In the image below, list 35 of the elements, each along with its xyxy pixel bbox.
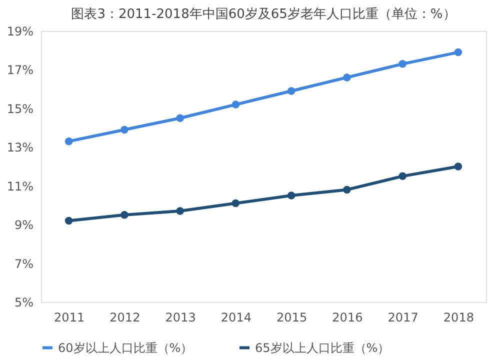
point	[454, 48, 462, 56]
y-tick-label: 17%	[6, 63, 34, 78]
y-tick-label: 7%	[14, 256, 34, 271]
x-tick-label: 2016	[332, 310, 363, 324]
point	[176, 114, 184, 122]
point	[287, 87, 296, 95]
point	[454, 162, 462, 170]
point	[343, 74, 351, 82]
point	[287, 192, 296, 200]
point	[64, 137, 73, 146]
point	[398, 172, 406, 180]
x-tick-label: 2013	[165, 310, 196, 324]
point	[398, 60, 406, 68]
x-tick-label: 2011	[54, 310, 85, 324]
point	[232, 199, 240, 208]
y-tick-label: 13%	[6, 140, 34, 155]
point	[343, 186, 351, 194]
x-tick-label: 2018	[443, 310, 474, 324]
x-tick-label: 2012	[110, 310, 140, 324]
x-tick-label: 2014	[220, 310, 252, 324]
point	[232, 100, 240, 108]
point	[64, 216, 73, 225]
y-tick-label: 9%	[14, 218, 34, 232]
point	[176, 207, 184, 215]
x-tick-label: 2017	[388, 310, 418, 324]
y-tick-label: 19%	[6, 24, 34, 38]
legend-label: 60岁以上人口比重（%）	[58, 340, 193, 355]
chart-title: 图表3：2011-2018年中国60岁及65岁老年人口比重（单位：%）	[71, 7, 456, 22]
x-tick-label: 2015	[276, 310, 308, 324]
y-tick-label: 5%	[14, 296, 34, 310]
point	[120, 126, 128, 134]
legend-label: 65岁以上人口比重（%）	[255, 340, 390, 355]
y-tick-label: 11%	[6, 179, 34, 194]
y-tick-label: 15%	[6, 102, 34, 116]
point	[120, 211, 128, 219]
